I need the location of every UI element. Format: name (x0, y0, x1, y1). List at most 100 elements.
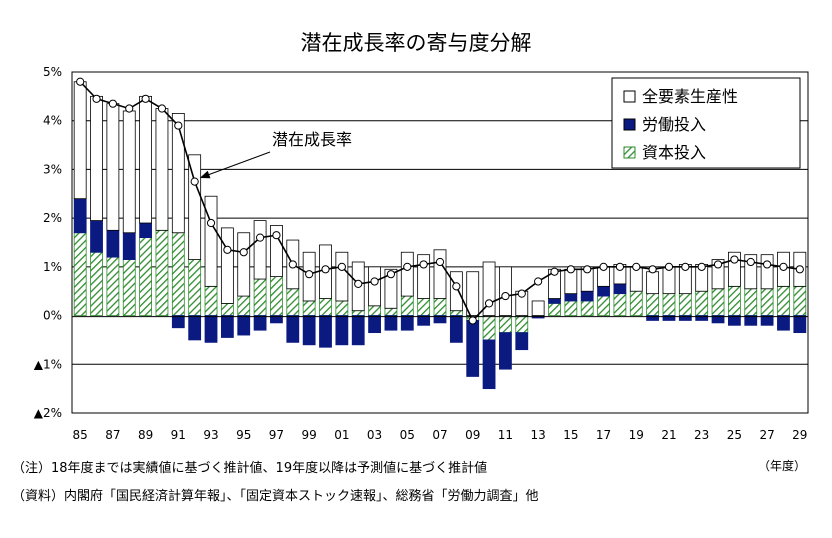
bar-tfp (449, 271, 463, 312)
growth-line-point (305, 270, 314, 279)
bar-capital (433, 298, 447, 316)
x-tick-label: 89 (138, 428, 153, 442)
x-tick-label: 99 (302, 428, 317, 442)
x-axis-ticks: 85 87 89 91 93 95 97 99 01 03 05 07 09 11 13 15 17 19 21 23… (73, 428, 808, 442)
bar-capital (286, 288, 300, 316)
note-line-2: （資料）内閣府「国民経済計算年報」、「固定資本ストック速報」、総務省「労働力調査… (12, 488, 539, 504)
growth-line-point (681, 262, 690, 271)
growth-line-point (615, 262, 625, 271)
bar-labor (253, 315, 267, 331)
bar-capital (384, 307, 398, 316)
legend-swatch-labor (623, 118, 636, 131)
bar-labor (433, 315, 447, 324)
bar-capital (122, 259, 136, 316)
x-tick-label: 87 (105, 428, 120, 442)
x-tick-label: 13 (530, 428, 545, 442)
x-tick-label: 93 (203, 428, 218, 442)
bar-labor (220, 315, 234, 338)
bar-labor (139, 222, 153, 239)
bar-labor (760, 315, 774, 326)
growth-line-point (321, 265, 330, 274)
growth-line-point (697, 262, 706, 271)
bar-labor (662, 315, 676, 321)
y-tick-label: 1% (43, 260, 62, 274)
bar-capital (499, 315, 512, 334)
bar-capital (90, 251, 103, 316)
bar-labor (613, 283, 627, 295)
bar-capital (368, 305, 381, 316)
growth-line-point (108, 99, 117, 108)
bar-labor (106, 229, 120, 258)
x-tick-label: 11 (498, 428, 513, 442)
bar-capital (678, 293, 692, 316)
x-tick-label: 95 (236, 428, 251, 442)
bar-capital (417, 298, 431, 316)
x-tick-label: 17 (596, 428, 611, 442)
bar-tfp (155, 108, 169, 231)
x-tick-label: 05 (400, 428, 415, 442)
bar-labor (678, 315, 692, 321)
bar-tfp (122, 110, 136, 234)
bar-labor (564, 293, 578, 302)
x-tick-label: 15 (563, 428, 578, 442)
growth-line-point (288, 260, 297, 269)
bar-tfp (335, 251, 349, 302)
bar-tfp (368, 266, 381, 307)
growth-line-point (157, 104, 167, 113)
bar-labor (597, 285, 610, 297)
bar-capital (695, 290, 709, 316)
bar-tfp (139, 95, 153, 224)
bar-labor (73, 198, 87, 234)
y-tick-label: 0% (43, 309, 62, 323)
annotation-arrow (199, 151, 271, 179)
growth-line-point (599, 262, 608, 271)
bar-tfp (499, 266, 512, 316)
x-tick-label: 09 (465, 428, 480, 442)
note-line-1: （注）18年度までは実績値に基づく推計値、19年度以降は予測値に基づく推計値 (12, 460, 487, 476)
bar-tfp (73, 81, 87, 200)
bar-capital (220, 302, 234, 316)
y-tick-label: ▲1% (34, 357, 62, 371)
bar-capital (629, 290, 643, 316)
x-axis-unit: （年度） (758, 458, 806, 473)
bar-capital (548, 302, 561, 316)
growth-line-point (468, 316, 477, 325)
x-tick-label: 27 (759, 428, 774, 442)
growth-line-point (795, 265, 804, 274)
bar-labor (237, 315, 251, 336)
growth-line-point (419, 260, 428, 269)
bar-capital (793, 285, 807, 316)
bar-labor (90, 220, 103, 253)
bar-labor (384, 315, 398, 331)
bar-labor (728, 315, 741, 326)
growth-line-point (223, 245, 232, 254)
bar-labor (695, 315, 709, 321)
bar-labor (302, 315, 316, 346)
bar-capital (744, 288, 758, 316)
bar-capital (482, 315, 496, 341)
legend: 全要素生産性 労働投入 資本投入 (611, 77, 801, 169)
growth-line-point (435, 257, 445, 267)
legend-label-tfp: 全要素生産性 (642, 87, 738, 106)
bar-capital (188, 259, 202, 316)
bar-labor (319, 315, 332, 348)
y-axis-ticks: 5% 4% 3% 2% 1% 0% ▲1% ▲2% (34, 65, 62, 420)
bar-tfp (270, 225, 283, 277)
bar-labor (466, 320, 480, 377)
bar-labor (417, 315, 431, 326)
bar-capital (139, 237, 153, 316)
bar-labor (335, 315, 349, 346)
growth-line-point (190, 177, 199, 186)
bar-capital (646, 293, 660, 316)
bar-capital (564, 300, 578, 316)
bar-tfp (253, 220, 267, 280)
bar-labor (400, 315, 414, 331)
growth-line-point (92, 94, 101, 103)
growth-line-point (517, 289, 526, 298)
bar-tfp (188, 154, 202, 260)
y-tick-label: 4% (43, 114, 62, 128)
growth-line-point (125, 104, 134, 113)
growth-line-point (174, 121, 183, 130)
bar-capital (662, 293, 676, 316)
